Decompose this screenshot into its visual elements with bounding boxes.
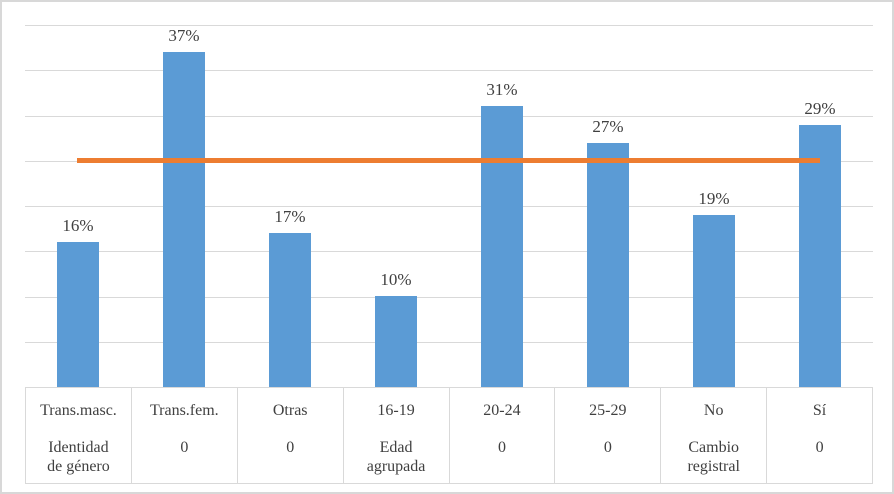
axis-group-label: Cambio registral bbox=[687, 439, 740, 475]
axis-group-label: 0 bbox=[286, 439, 295, 456]
gridline-40 bbox=[25, 25, 873, 26]
axis-category-label: Sí bbox=[812, 402, 827, 419]
axis-category-label: Otras bbox=[272, 402, 308, 419]
bar-value-label-Sí: 29% bbox=[804, 99, 836, 118]
axis-category-label: No bbox=[703, 402, 724, 419]
axis-group-label: 0 bbox=[180, 439, 189, 456]
bar-20-24 bbox=[481, 106, 523, 387]
bar-value-label-20-24: 31% bbox=[486, 80, 518, 99]
reference-line bbox=[77, 158, 820, 163]
bar-Otras bbox=[269, 233, 311, 387]
axis-column-Trans.fem.: Trans.fem. 0 bbox=[130, 388, 237, 483]
bar-Sí bbox=[799, 125, 841, 387]
bar-value-label-16-19: 10% bbox=[380, 270, 412, 289]
bar-value-label-Trans.masc.: 16% bbox=[62, 216, 94, 235]
axis-group-label: 0 bbox=[603, 439, 612, 456]
axis-category-label: Trans.fem. bbox=[149, 402, 219, 419]
bar-No bbox=[693, 215, 735, 387]
bar-Trans.fem. bbox=[163, 52, 205, 387]
bar-value-label-Otras: 17% bbox=[274, 207, 306, 226]
axis-column-25-29: 25-29 0 bbox=[554, 388, 660, 483]
axis-category-label: 20-24 bbox=[483, 402, 521, 419]
bar-value-label-Trans.fem.: 37% bbox=[168, 26, 200, 45]
axis-group-label: Identidad de género bbox=[47, 439, 110, 475]
axis-column-20-24: 20-24 0 bbox=[448, 388, 555, 483]
axis-column-16-19: 16-19 Edad agrupada bbox=[342, 388, 449, 483]
axis-group-label: 0 bbox=[815, 439, 824, 456]
axis-group-label: Edad agrupada bbox=[366, 439, 426, 475]
axis-category-label: Trans.masc. bbox=[40, 402, 117, 419]
gridline-15 bbox=[25, 251, 873, 252]
bar-25-29 bbox=[587, 143, 629, 387]
bar-value-label-25-29: 27% bbox=[592, 117, 624, 136]
axis-group-label: 0 bbox=[497, 439, 506, 456]
gridline-10 bbox=[25, 297, 873, 298]
axis-category-label: 16-19 bbox=[377, 402, 415, 419]
plot-area: 16% 37% 17% 10% 31% 27% 19% 29% bbox=[2, 2, 892, 387]
axis-column-Sí: Sí 0 bbox=[766, 388, 872, 483]
bar-16-19 bbox=[375, 296, 417, 387]
gridline-35 bbox=[25, 70, 873, 71]
gridline-5 bbox=[25, 342, 873, 343]
bar-Trans.masc. bbox=[57, 242, 99, 387]
bar-value-label-No: 19% bbox=[698, 189, 730, 208]
axis-column-No: No Cambio registral bbox=[660, 388, 766, 483]
gridline-20 bbox=[25, 206, 873, 207]
axis-category-label: 25-29 bbox=[589, 402, 627, 419]
axis-column-Trans.masc.: Trans.masc. Identidad de género bbox=[26, 388, 131, 483]
category-axis-table: Trans.masc. Identidad de género Trans.fem.… bbox=[25, 387, 873, 484]
axis-column-Otras: Otras 0 bbox=[236, 388, 343, 483]
gridline-30 bbox=[25, 116, 873, 117]
